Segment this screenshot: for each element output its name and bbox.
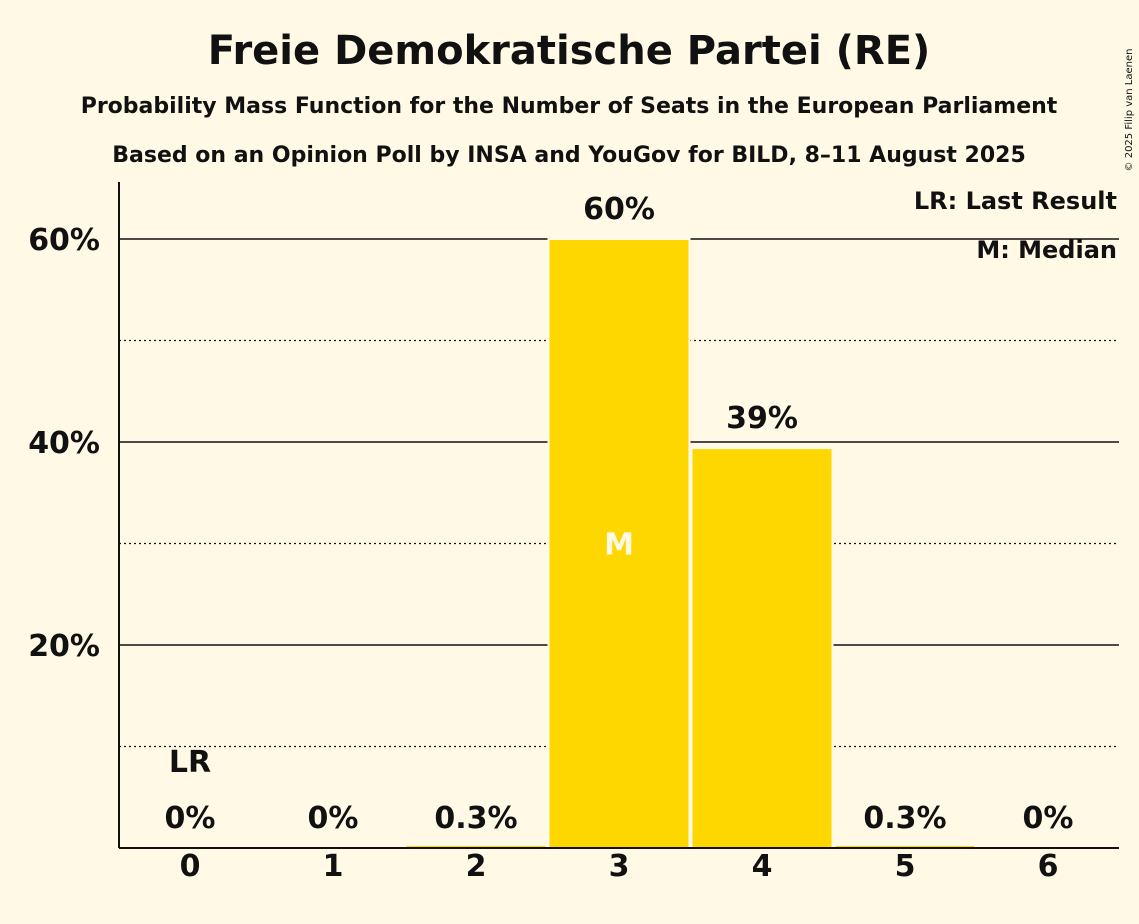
y-tick-label: 60%: [28, 223, 100, 258]
x-tick-label: 6: [1038, 849, 1059, 884]
copyright: © 2025 Filip van Laenen: [1124, 49, 1135, 172]
chart-source: Based on an Opinion Poll by INSA and You…: [112, 143, 1026, 168]
data-labels: 0% 0% 0.3% 60% 39% 0.3% 0% M LR: [165, 192, 1074, 836]
last-result-marker: LR: [169, 745, 211, 780]
data-label-1: 0%: [308, 801, 359, 836]
y-tick-labels: 20% 40% 60%: [28, 223, 100, 664]
bar-4: [690, 447, 834, 849]
data-label-4: 39%: [726, 401, 798, 436]
median-marker: M: [604, 528, 634, 563]
x-tick-label: 3: [609, 849, 630, 884]
data-label-3: 60%: [583, 192, 655, 227]
x-tick-label: 4: [752, 849, 773, 884]
chart-subtitle: Probability Mass Function for the Number…: [81, 94, 1058, 119]
x-tick-label: 1: [323, 849, 344, 884]
data-label-6: 0%: [1023, 801, 1074, 836]
y-tick-label: 40%: [28, 426, 100, 461]
x-tick-labels: 0 1 2 3 4 5 6: [180, 849, 1059, 884]
x-tick-label: 2: [466, 849, 487, 884]
legend-median: M: Median: [976, 236, 1117, 264]
x-tick-label: 5: [895, 849, 916, 884]
data-label-5: 0.3%: [863, 801, 946, 836]
data-label-0: 0%: [165, 801, 216, 836]
chart-title: Freie Demokratische Partei (RE): [208, 28, 931, 74]
bar-3: [547, 238, 691, 849]
x-tick-label: 0: [180, 849, 201, 884]
bars: [404, 238, 977, 850]
y-tick-label: 20%: [28, 629, 100, 664]
data-label-2: 0.3%: [434, 801, 517, 836]
legend-last-result: LR: Last Result: [914, 187, 1117, 215]
